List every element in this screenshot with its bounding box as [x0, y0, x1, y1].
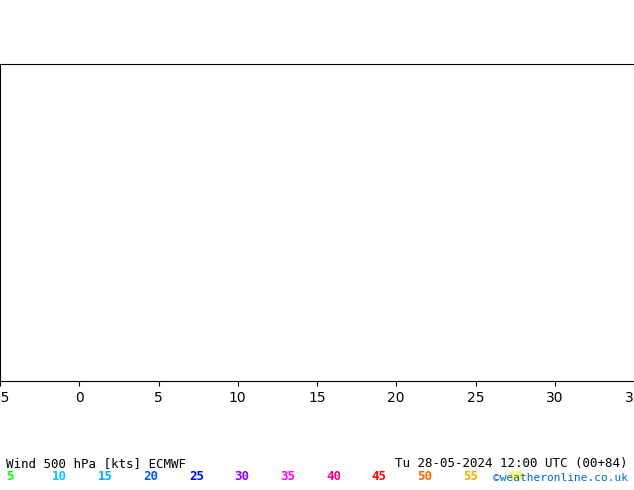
Text: 25: 25 — [189, 470, 204, 483]
Text: 20: 20 — [143, 470, 158, 483]
Text: Tu 28-05-2024 12:00 UTC (00+84): Tu 28-05-2024 12:00 UTC (00+84) — [395, 457, 628, 470]
Text: 5: 5 — [6, 470, 14, 483]
Text: 30: 30 — [235, 470, 250, 483]
Text: 10: 10 — [52, 470, 67, 483]
Text: 50: 50 — [417, 470, 432, 483]
Text: 35: 35 — [280, 470, 295, 483]
Text: 55: 55 — [463, 470, 478, 483]
Text: 40: 40 — [326, 470, 341, 483]
Text: Wind 500 hPa [kts] ECMWF: Wind 500 hPa [kts] ECMWF — [6, 457, 186, 470]
Text: ©weatheronline.co.uk: ©weatheronline.co.uk — [493, 473, 628, 483]
Text: 45: 45 — [372, 470, 387, 483]
Text: 15: 15 — [98, 470, 113, 483]
Text: 60: 60 — [508, 470, 524, 483]
